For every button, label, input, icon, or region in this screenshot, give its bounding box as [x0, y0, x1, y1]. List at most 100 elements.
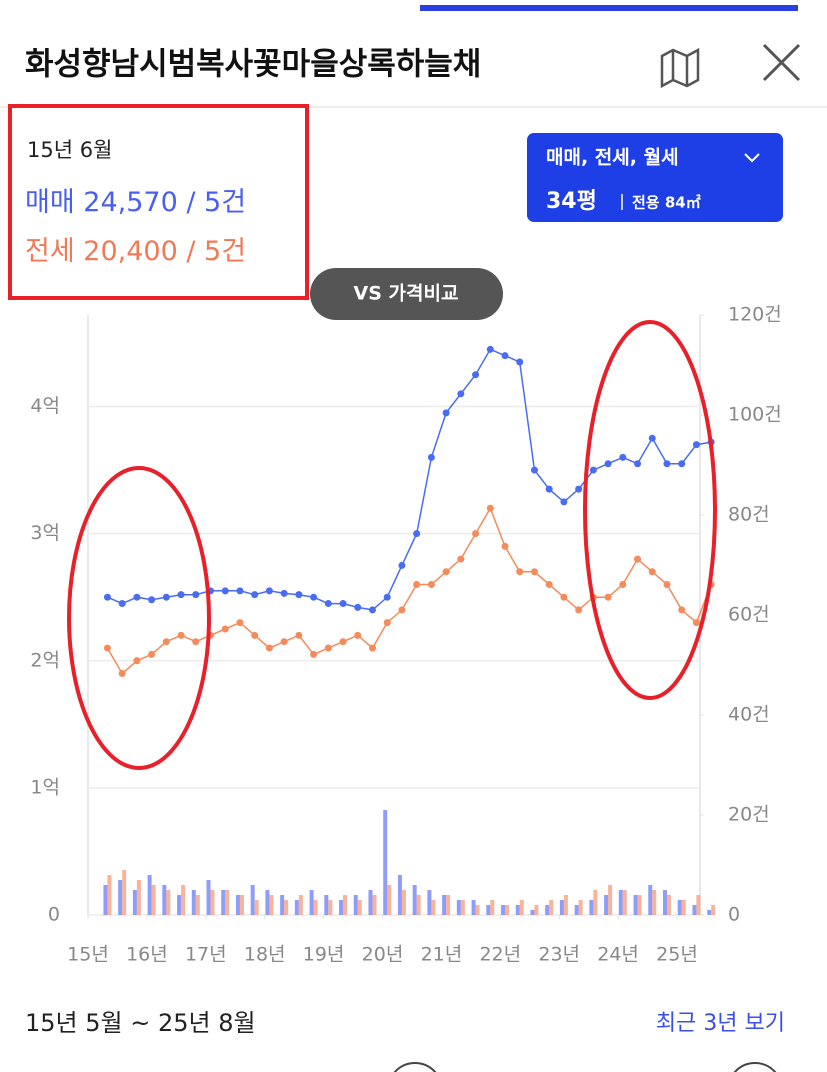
- y2-tick-label: 40건: [728, 704, 770, 726]
- volume-bar: [427, 890, 432, 915]
- price-point: [221, 587, 229, 595]
- info-value: 24,570 / 5건: [83, 187, 246, 218]
- price-point: [457, 390, 465, 398]
- price-point: [678, 460, 686, 468]
- price-point: [604, 593, 612, 601]
- price-point: [324, 600, 332, 608]
- volume-bar: [505, 905, 510, 915]
- x-tick-label: 25년: [656, 944, 698, 966]
- price-point: [354, 631, 362, 639]
- volume-bar: [456, 900, 461, 915]
- price-point: [368, 606, 376, 614]
- filter-button[interactable]: 매매, 전세, 월세 34평 전용 84㎡: [527, 133, 783, 222]
- volume-bar: [549, 900, 554, 915]
- volume-bar: [118, 880, 123, 915]
- volume-bar: [239, 895, 244, 915]
- volume-bar: [103, 885, 108, 915]
- x-tick-label: 17년: [185, 944, 227, 966]
- volume-bar: [696, 895, 701, 915]
- price-point: [339, 600, 347, 608]
- volume-bar: [515, 905, 520, 915]
- price-point: [589, 466, 597, 474]
- volume-bar: [666, 895, 671, 915]
- volume-bar: [328, 900, 333, 915]
- volume-bar: [622, 890, 627, 915]
- volume-bar: [265, 890, 270, 915]
- price-point: [103, 593, 111, 601]
- recent-link[interactable]: 최근 3년 보기: [656, 1011, 785, 1036]
- volume-bar: [309, 890, 314, 915]
- price-point: [486, 504, 494, 512]
- price-point: [118, 669, 126, 677]
- price-point: [265, 644, 273, 652]
- filter-types: 매매, 전세, 월세: [546, 147, 679, 169]
- volume-bar: [652, 890, 657, 915]
- price-point: [118, 600, 126, 608]
- volume-bar: [460, 900, 465, 915]
- volume-bar: [593, 890, 598, 915]
- price-point: [530, 466, 538, 474]
- nav-button[interactable]: [388, 1062, 442, 1072]
- map-icon[interactable]: [660, 47, 700, 89]
- x-tick-label: 19년: [303, 944, 345, 966]
- volume-bar: [446, 895, 451, 915]
- volume-bar: [545, 905, 550, 915]
- volume-bar: [475, 905, 480, 915]
- price-point: [398, 606, 406, 614]
- close-button[interactable]: [762, 43, 801, 82]
- info-label: 매매: [25, 187, 75, 218]
- price-point: [486, 345, 494, 353]
- price-point: [251, 631, 259, 639]
- compare-button[interactable]: VS 가격비교: [310, 268, 503, 320]
- y-tick-label: 2억: [30, 649, 60, 671]
- price-point: [442, 409, 450, 417]
- volume-bar: [578, 900, 583, 915]
- price-point: [251, 591, 259, 599]
- tab-indicator: [420, 5, 798, 11]
- y2-tick-label: 120건: [728, 304, 782, 326]
- volume-bar: [633, 895, 638, 915]
- price-point: [619, 453, 627, 461]
- price-point: [634, 555, 642, 563]
- price-point: [634, 460, 642, 468]
- volume-bar: [132, 890, 137, 915]
- volume-bar: [416, 895, 421, 915]
- y2-tick-label: 80건: [728, 504, 770, 526]
- price-point: [177, 591, 185, 599]
- y-tick-label: 3억: [30, 522, 60, 544]
- price-point: [501, 542, 509, 550]
- volume-bar: [298, 895, 303, 915]
- volume-bar: [269, 895, 274, 915]
- price-point: [162, 593, 170, 601]
- volume-bar: [442, 895, 447, 915]
- price-point: [368, 644, 376, 652]
- price-point: [192, 638, 200, 646]
- price-point: [383, 619, 391, 627]
- volume-bar: [107, 875, 112, 915]
- price-point: [162, 638, 170, 646]
- volume-bar: [637, 895, 642, 915]
- y2-tick-label: 60건: [728, 604, 770, 626]
- volume-bar: [136, 880, 141, 915]
- volume-bar: [294, 900, 299, 915]
- price-point: [663, 580, 671, 588]
- volume-bar: [397, 875, 402, 915]
- volume-bar: [210, 890, 215, 915]
- price-point: [148, 596, 156, 604]
- price-point: [383, 593, 391, 601]
- price-point: [472, 371, 480, 379]
- price-point: [545, 580, 553, 588]
- price-point: [339, 638, 347, 646]
- volume-bar: [431, 900, 436, 915]
- x-tick-label: 24년: [597, 944, 639, 966]
- filter-area: 전용 84㎡: [632, 194, 701, 212]
- price-point: [310, 650, 318, 658]
- nav-button[interactable]: [728, 1062, 782, 1072]
- info-value: 20,400 / 5건: [83, 236, 246, 267]
- filter-size: 34평: [546, 189, 597, 214]
- price-point: [442, 568, 450, 576]
- volume-bar: [677, 900, 682, 915]
- price-point: [530, 568, 538, 576]
- volume-bar: [563, 895, 568, 915]
- info-sale: 매매 24,570 / 5건: [25, 187, 246, 218]
